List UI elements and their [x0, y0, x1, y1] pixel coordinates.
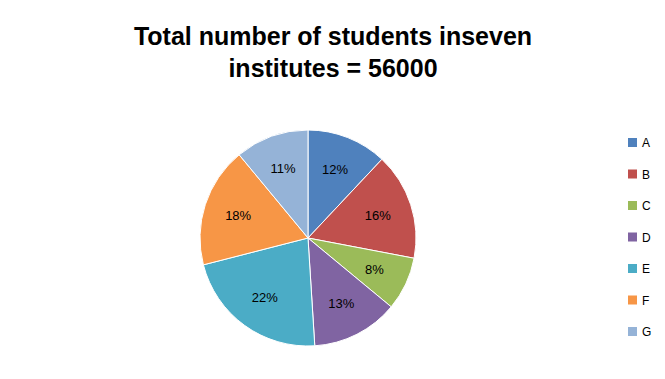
legend-swatch — [628, 296, 637, 305]
legend-label: C — [642, 199, 651, 213]
data-label: 12% — [322, 162, 348, 177]
legend-label: E — [642, 262, 650, 276]
data-label: 11% — [271, 161, 296, 176]
data-label: 13% — [328, 296, 354, 311]
data-label: 22% — [252, 290, 278, 305]
legend-swatch — [628, 233, 637, 242]
title: Total number of students inseven institut… — [134, 22, 532, 82]
pie — [200, 130, 416, 346]
legend-label: B — [642, 168, 650, 182]
pie-slice — [308, 238, 391, 346]
legend-label: G — [642, 325, 651, 339]
data-label: 8% — [365, 262, 384, 277]
legend-swatch — [628, 264, 637, 273]
data-label: 18% — [225, 208, 251, 223]
legend-label: A — [642, 136, 650, 150]
legend-label: F — [642, 294, 649, 308]
chart: Total number of students inseven institut… — [0, 0, 665, 379]
legend-swatch — [628, 170, 637, 179]
data-labels: 12% 16% 8% 13% 22% 18% 11% — [225, 161, 391, 311]
legend-label: D — [642, 231, 651, 245]
background — [0, 0, 665, 379]
legend-swatch — [628, 327, 637, 336]
legend-swatch — [628, 138, 637, 147]
title-line: institutes = 56000 — [228, 54, 437, 82]
title-line: Total number of students inseven — [134, 22, 532, 50]
legend-swatch — [628, 201, 637, 210]
legend: A B C D E F G — [628, 136, 651, 339]
data-label: 16% — [365, 208, 391, 223]
